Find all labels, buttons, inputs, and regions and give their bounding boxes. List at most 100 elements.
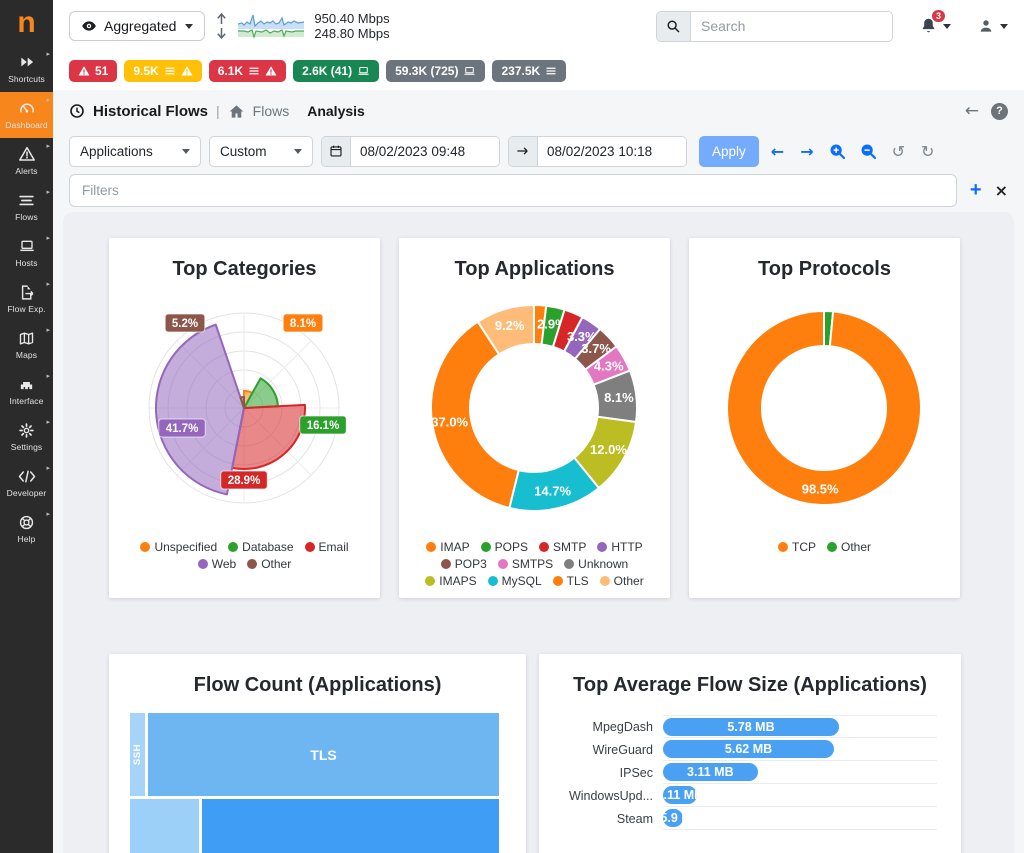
legend-dot <box>425 576 436 586</box>
legend-item-smtps[interactable]: SMTPS <box>497 557 553 571</box>
menu-icon <box>248 65 260 77</box>
card-top-protocols: Top Protocols 98.5% TCP Other <box>689 238 960 598</box>
legend-item-other[interactable]: Other <box>599 574 644 588</box>
close-icon[interactable]: × <box>994 180 1008 200</box>
sidebar-item-maps[interactable]: Maps ▸ <box>0 322 53 368</box>
range-select[interactable]: Custom <box>209 135 313 167</box>
bar-plot-area: 5.62 MB <box>663 738 937 761</box>
legend-item-tls[interactable]: TLS <box>552 574 589 588</box>
legend-dot <box>426 542 437 552</box>
search-input[interactable] <box>691 11 892 41</box>
ntopng-logo[interactable]: n <box>0 0 53 46</box>
entity-select[interactable]: Applications <box>69 135 201 167</box>
shift-forward-icon[interactable]: → <box>800 141 814 161</box>
bar[interactable]: 3.11 MB <box>663 763 758 781</box>
refresh-icon[interactable]: ↻ <box>921 141 935 161</box>
sidebar-item-label: Shortcuts <box>8 74 45 84</box>
alert-badge-secondary[interactable]: 59.3K (725) <box>386 60 486 82</box>
date-to-input[interactable] <box>538 136 686 166</box>
legend-item-http[interactable]: HTTP <box>597 540 643 554</box>
legend-item-tcp[interactable]: TCP <box>777 540 816 554</box>
shift-back-icon[interactable]: ← <box>770 141 785 161</box>
apply-button[interactable]: Apply <box>699 135 759 167</box>
legend-item-other[interactable]: Other <box>247 557 291 571</box>
sidebar-item-help[interactable]: Help ▸ <box>0 506 53 552</box>
alert-badge-danger[interactable]: 51 <box>69 60 118 82</box>
sidebar-item-settings[interactable]: Settings ▸ <box>0 414 53 460</box>
sidebar-item-label: Dashboard <box>5 120 48 130</box>
chevron-down-icon <box>943 23 951 29</box>
bar[interactable]: 1.11 MB <box>663 786 697 804</box>
polar-sector-other[interactable] <box>239 396 245 409</box>
legend-item-unspecified[interactable]: Unspecified <box>140 540 217 554</box>
legend-item-web[interactable]: Web <box>197 557 236 571</box>
sidebar-item-developer[interactable]: Developer ▸ <box>0 460 53 506</box>
user-menu-button[interactable] <box>977 17 1008 35</box>
treemap-cell-tls[interactable]: TLS <box>148 713 499 796</box>
treemap-cell[interactable] <box>202 799 499 853</box>
chart-title: Flow Count (Applications) <box>193 674 442 696</box>
sidebar-item-hosts[interactable]: Hosts ▸ <box>0 230 53 276</box>
legend-item-pops[interactable]: POPS <box>480 540 528 554</box>
undo-icon[interactable]: ↺ <box>891 141 905 161</box>
donut-slice-imap[interactable] <box>430 320 520 510</box>
bar[interactable]: 5.62 MB <box>663 740 835 758</box>
chevron-down-icon <box>294 148 302 154</box>
sidebar-item-interface[interactable]: Interface ▸ <box>0 368 53 414</box>
legend-item-mysql[interactable]: MySQL <box>487 574 542 588</box>
sidebar-item-alerts[interactable]: Alerts ▸ <box>0 138 53 184</box>
alert-badge-secondary[interactable]: 237.5K <box>492 60 567 82</box>
treemap-cell[interactable] <box>130 799 199 853</box>
bar[interactable]: 665.9 KB <box>663 809 683 827</box>
interface-selector[interactable]: Aggregated <box>69 11 206 41</box>
treemap-cell-label: TLS <box>310 746 337 763</box>
alert-badge-warning[interactable]: 9.5K <box>124 60 202 82</box>
legend-item-email[interactable]: Email <box>304 540 349 554</box>
chevron-down-icon <box>185 23 194 29</box>
calendar-button[interactable] <box>322 136 351 166</box>
sidebar-item-shortcuts[interactable]: Shortcuts ▸ <box>0 46 53 92</box>
zoom-out-icon[interactable] <box>860 143 877 160</box>
breadcrumb-parent[interactable]: Flows <box>252 103 290 119</box>
legend-item-other[interactable]: Other <box>826 540 871 554</box>
search-button[interactable] <box>657 11 691 41</box>
zoom-in-icon[interactable] <box>829 143 846 160</box>
legend-label: SMTP <box>553 540 587 554</box>
add-filter-icon[interactable]: + <box>969 178 982 201</box>
submenu-caret-icon: ▸ <box>46 510 50 518</box>
filters-input[interactable] <box>69 173 957 207</box>
home-icon[interactable] <box>228 104 245 119</box>
donut-slice-other[interactable] <box>476 303 535 356</box>
bell-icon <box>919 16 938 36</box>
sidebar-item-label: Help <box>17 534 36 544</box>
legend-item-imaps[interactable]: IMAPS <box>425 574 477 588</box>
legend-item-imap[interactable]: IMAP <box>426 540 470 554</box>
polar-sector-email[interactable] <box>231 403 306 471</box>
sidebar-item-dashboard[interactable]: Dashboard ▸ <box>0 92 53 138</box>
treemap-cell-ssh[interactable]: SSH <box>130 713 145 796</box>
alert-badge-danger[interactable]: 6.1K <box>208 60 287 82</box>
sidebar-item-flow-exp[interactable]: Flow Exp. ▸ <box>0 276 53 322</box>
back-arrow-icon[interactable]: ← <box>964 101 979 121</box>
donut-slice-tcp[interactable] <box>726 309 922 506</box>
throughput-values: 950.40 Mbps 248.80 Mbps <box>314 11 389 41</box>
notifications-button[interactable]: 3 <box>919 10 951 36</box>
gear-icon <box>0 421 53 439</box>
polar-sector-web[interactable] <box>154 323 245 496</box>
legend-label: POPS <box>494 540 528 554</box>
bar[interactable]: 5.78 MB <box>663 718 839 736</box>
sidebar-item-flows[interactable]: Flows ▸ <box>0 184 53 230</box>
slice-percentage-label: 14.7% <box>534 483 571 498</box>
badge-count: 2.6K (41) <box>302 64 353 78</box>
bar-value-label: 5.62 MB <box>724 742 773 756</box>
legend-dot <box>247 559 258 569</box>
legend-item-unknown[interactable]: Unknown <box>564 557 628 571</box>
legend-item-smtp[interactable]: SMTP <box>539 540 586 554</box>
legend-item-pop3[interactable]: POP3 <box>440 557 487 571</box>
alert-badge-success[interactable]: 2.6K (41) <box>293 60 380 82</box>
sector-percentage-pill: 5.2% <box>164 313 206 333</box>
date-from-input[interactable] <box>351 136 499 166</box>
help-icon[interactable]: ? <box>991 102 1008 120</box>
sidebar-item-label: Flow Exp. <box>7 304 46 314</box>
legend-item-database[interactable]: Database <box>228 540 294 554</box>
